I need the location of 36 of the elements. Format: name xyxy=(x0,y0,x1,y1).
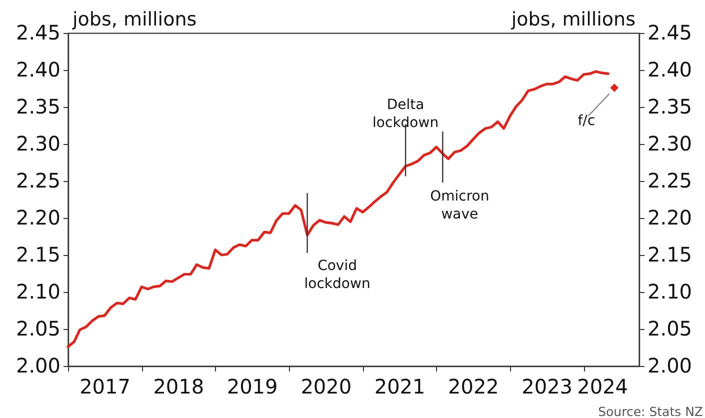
y2-tick-label: 2.45 xyxy=(648,20,692,44)
y-tick-label: 2.45 xyxy=(16,20,60,44)
y-axis-title: jobs, millions xyxy=(72,8,197,30)
source-note: Source: Stats NZ xyxy=(598,404,703,418)
x-tick-label: 2021 xyxy=(374,374,426,398)
y-tick-label: 2.35 xyxy=(16,94,60,118)
y-tick-label: 2.30 xyxy=(16,132,60,156)
y2-tick-label: 2.05 xyxy=(648,316,692,340)
y-tick-label: 2.20 xyxy=(16,206,60,230)
x-tick-label: 2017 xyxy=(80,374,130,398)
y2-axis-title: jobs, millions xyxy=(510,8,636,30)
x-tick-label: 2019 xyxy=(226,374,278,398)
y-tick-label: 2.05 xyxy=(16,316,60,340)
y2-tick-label: 2.10 xyxy=(648,280,692,304)
y2-tick-label: 2.00 xyxy=(648,354,692,378)
x-tick-label: 2023 xyxy=(522,374,573,398)
y2-tick-label: 2.30 xyxy=(648,132,692,156)
y2-tick-label: 2.15 xyxy=(648,242,692,266)
annotation: Omicron wave xyxy=(430,188,490,223)
annotation: Delta lockdown xyxy=(372,97,439,132)
y-tick-label: 2.15 xyxy=(16,242,60,266)
y-tick-label: 2.10 xyxy=(16,280,60,304)
y2-tick-label: 2.25 xyxy=(648,168,692,192)
x-tick-label: 2024 xyxy=(577,374,628,398)
y2-tick-label: 2.40 xyxy=(648,58,692,82)
y2-tick-label: 2.35 xyxy=(648,94,692,118)
y-tick-label: 2.40 xyxy=(16,58,60,82)
line-series xyxy=(66,70,610,348)
annotation: Covid lockdown xyxy=(304,258,370,292)
y-tick-label: 2.25 xyxy=(16,168,60,192)
x-tick-label: 2020 xyxy=(300,374,352,398)
x-tick-label: 2018 xyxy=(153,374,204,398)
annotation: f/c xyxy=(578,112,596,129)
y-tick-label: 2.00 xyxy=(16,354,60,378)
x-tick-label: 2022 xyxy=(448,374,499,398)
y2-tick-label: 2.20 xyxy=(648,206,692,230)
